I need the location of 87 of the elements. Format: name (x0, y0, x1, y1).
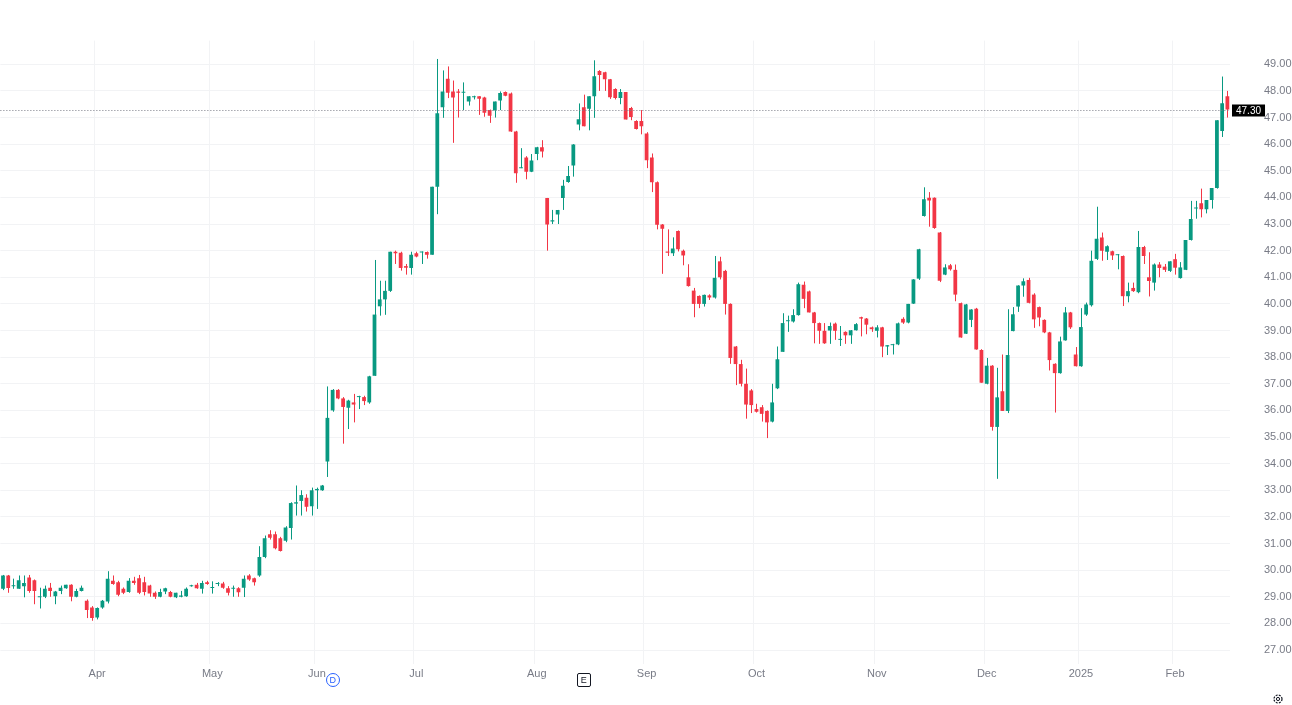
candlestick (838, 325, 843, 347)
y-tick-label: 41.00 (1264, 270, 1292, 283)
y-tick-label: 39.00 (1264, 323, 1292, 336)
x-tick-label: 2025 (1068, 667, 1094, 680)
candlestick (1209, 187, 1214, 210)
y-tick-label: 27.00 (1264, 643, 1292, 656)
candlestick (1099, 232, 1104, 262)
candlestick (927, 191, 932, 228)
candlestick (1173, 253, 1177, 276)
text: E (576, 673, 591, 687)
candlestick (676, 229, 680, 252)
y-tick-label: 35.00 (1264, 430, 1292, 443)
candlestick (231, 585, 236, 598)
y-tick-label: 37.00 (1264, 376, 1292, 389)
candlestick (587, 95, 591, 131)
candlestick (262, 535, 267, 559)
candlestick (560, 179, 565, 211)
candlestick (665, 228, 670, 257)
candlestick (309, 487, 314, 517)
y-tick-label: 29.00 (1264, 589, 1292, 602)
candlestick (498, 90, 502, 111)
y-tick-label: 33.00 (1264, 483, 1292, 496)
candlestick (660, 223, 665, 275)
x-tick-label: Aug (526, 667, 547, 680)
candlestick (880, 326, 884, 358)
y-tick-label: 36.00 (1264, 403, 1292, 416)
x-tick-label: May (201, 667, 224, 680)
candlestick (409, 251, 414, 276)
y-tick-label: 38.00 (1264, 350, 1292, 363)
x-tick-label: Oct (747, 667, 766, 680)
x-tick-label: Dec (976, 667, 997, 680)
candlestick (1152, 262, 1157, 292)
y-tick-label: 40.00 (1264, 296, 1292, 309)
x-tick-label: Apr (88, 667, 107, 680)
candlestick (592, 59, 597, 119)
x-tick-label: Jun (308, 667, 326, 680)
candlestick (1016, 284, 1020, 313)
candlestick (1194, 200, 1198, 220)
candlestick (1199, 188, 1204, 218)
y-tick-label: 42.00 (1264, 243, 1292, 256)
candlestick (524, 155, 529, 180)
candlestick (477, 95, 482, 116)
y-tick-label: 47.00 (1264, 110, 1292, 123)
candlestick (770, 383, 775, 423)
y-tick-label: 44.00 (1264, 190, 1292, 203)
candlestick (1021, 277, 1026, 298)
x-tick-label: Feb (1165, 667, 1185, 680)
y-tick-label: 32.00 (1264, 509, 1292, 522)
candlestick (1188, 200, 1193, 242)
candlestick (210, 580, 215, 595)
candlestick (1052, 362, 1057, 414)
candlestick (346, 399, 351, 430)
candlestick (1147, 251, 1151, 297)
candlestick (377, 280, 382, 317)
y-tick-label: 31.00 (1264, 536, 1292, 549)
candlestick (1141, 245, 1146, 265)
candlestick (922, 186, 926, 218)
candlestick (105, 570, 110, 604)
y-tick-label: 28.00 (1264, 616, 1292, 629)
candlestick (738, 359, 743, 387)
candlestick (356, 395, 361, 410)
candlestick (330, 388, 335, 413)
candlestick (519, 147, 523, 169)
x-tick-label: Sep (636, 667, 657, 680)
candlestick (299, 489, 304, 517)
y-tick-label: 46.00 (1264, 137, 1292, 150)
candlestick (1126, 282, 1130, 303)
text: D (325, 673, 340, 687)
y-tick-label: 43.00 (1264, 217, 1292, 230)
candlestick (241, 574, 246, 598)
y-tick-label: 49.00 (1264, 57, 1292, 70)
y-tick-label: 30.00 (1264, 563, 1292, 576)
ref-line-label: 47.30 (1236, 104, 1262, 116)
candlestick (1010, 306, 1015, 332)
y-tick-label: 34.00 (1264, 456, 1292, 469)
candlestick (581, 94, 586, 127)
candlestick (984, 357, 989, 385)
x-tick-label: Jul (409, 667, 424, 680)
y-tick-label: 45.00 (1264, 163, 1292, 176)
x-tick-label: Nov (867, 667, 888, 680)
candlestick (812, 311, 816, 344)
candlestick (341, 396, 345, 445)
candlestick (571, 143, 576, 178)
candlestick (383, 280, 387, 316)
candlestick (351, 393, 356, 423)
y-tick-label: 48.00 (1264, 83, 1292, 96)
candlestick (827, 322, 832, 345)
